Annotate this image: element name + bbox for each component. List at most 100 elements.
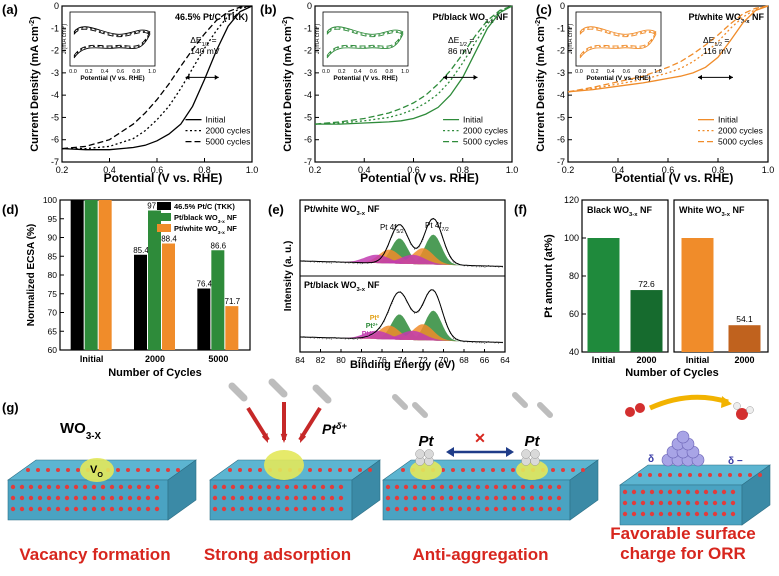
oxygen-atom [154, 484, 160, 490]
text-span: O [97, 471, 103, 479]
y-tick-label: -3 [304, 68, 312, 78]
oxygen-atom [136, 468, 140, 472]
legend-label: 5000 cycles [206, 137, 251, 147]
text-span: Current Density (mA cm [535, 26, 547, 152]
oxygen-atom [73, 495, 79, 501]
panel-letter: (c) [536, 2, 552, 17]
legend-label: 5000 cycles [463, 137, 508, 147]
legend-label: 46.5% Pt/C (TKK) [174, 202, 235, 211]
xps-component-peak [341, 234, 475, 266]
oxygen-atom [721, 489, 727, 495]
oxygen-atom [622, 489, 628, 495]
peak-label: Pt 4f5/2 [380, 223, 404, 235]
y-tick-label: 75 [48, 289, 58, 299]
text-span: ) [568, 24, 574, 26]
x-tick-label: 5000 [208, 354, 228, 364]
x-tick-label: 64 [500, 355, 510, 365]
text-span: ) [62, 24, 68, 26]
bar [134, 254, 147, 350]
x-tick-label: 72 [418, 355, 428, 365]
y-tick-label: 0 [560, 1, 565, 11]
oxygen-atom [64, 506, 70, 512]
oxygen-atom [529, 484, 535, 490]
oxygen-atom [46, 484, 52, 490]
inset-x-tick-label: 0.2 [338, 69, 346, 75]
y-tick-label: 95 [48, 214, 58, 224]
text-span: 3-x [357, 287, 366, 293]
oxygen-atom [293, 484, 299, 490]
oxygen-atom [230, 484, 236, 490]
oxygen-atom [430, 495, 436, 501]
panel-c: 0.2 0.4 0.6 0.8 1.00-1-2-3-4-5-6-7(c)Potenti… [534, 1, 774, 185]
oxygen-atom [136, 506, 142, 512]
bar [728, 325, 761, 352]
text-span: J (mA cm [568, 29, 574, 54]
wo3x-label: WO3-X [60, 420, 101, 442]
oxygen-atom [712, 511, 718, 517]
text-span: ΔE [190, 35, 202, 45]
panel-letter: (e) [268, 202, 284, 217]
inset-cv-line [73, 28, 151, 38]
label-strong-adsorption: Strong adsorption [203, 545, 352, 564]
oxygen-atom [248, 506, 254, 512]
text-span: ) [282, 16, 294, 20]
text-span: 1/2 [202, 42, 210, 48]
oxygen-atom [401, 468, 405, 472]
x-tick-label: 80 [336, 355, 346, 365]
y-tick-label: -2 [557, 46, 565, 56]
oxygen-atom [239, 484, 245, 490]
oxygen-atom [311, 484, 317, 490]
oxygen-atom [358, 468, 362, 472]
oxygen-atom [212, 506, 218, 512]
vacancy-label: VO [90, 464, 103, 479]
oxygen-atom [448, 495, 454, 501]
oxygen-atom [678, 473, 682, 477]
x-tick-label: Initial [592, 355, 616, 365]
water-hydrogen [746, 406, 754, 414]
oxygen-atom [338, 506, 344, 512]
oxygen-atom [538, 495, 544, 501]
legend-swatch [157, 202, 171, 210]
y-tick-label: -1 [51, 23, 59, 33]
oxygen-atom [631, 500, 637, 506]
y-tick-label: 120 [564, 195, 579, 205]
adsorption-arrowhead [280, 433, 288, 443]
text-span: ) [315, 24, 321, 26]
text-span: ) [535, 16, 547, 20]
oxygen-atom [703, 511, 709, 517]
oxygen-atom [266, 495, 272, 501]
pt-atom [415, 449, 425, 459]
oxygen-atom [239, 495, 245, 501]
y-tick-label: 85 [48, 251, 58, 261]
oxygen-atom [82, 495, 88, 501]
legend-label: Initial [463, 115, 483, 125]
text-span: 46.5% Pt/C (TKK) [175, 12, 248, 22]
text-span: = [467, 35, 474, 45]
delta-e-arrowhead [729, 74, 733, 80]
oxygen-atom [501, 468, 505, 472]
x-tick-label: 0.4 [612, 165, 625, 175]
delta-e-label: ΔE1/2 = [190, 35, 216, 48]
legend-label: 5000 cycles [718, 137, 763, 147]
text-span: 3-x [629, 212, 638, 218]
y-tick-label: 0 [54, 1, 59, 11]
text-span: -2 [28, 20, 36, 26]
x-tick-label: 76 [377, 355, 387, 365]
oxygen-atom [73, 506, 79, 512]
oxygen-atom [127, 484, 133, 490]
oxygen-atom [658, 489, 664, 495]
oxygen-atom [126, 468, 130, 472]
oxygen-atom [228, 468, 232, 472]
text-span: 5/2 [396, 229, 403, 235]
oxygen-atom [46, 468, 50, 472]
oxygen-atom [538, 484, 544, 490]
oxygen-atom [308, 468, 312, 472]
text-span: 3-x [741, 19, 750, 25]
oxygen-atom [475, 506, 481, 512]
text-span: 1/2 [459, 42, 467, 48]
legend-label: Pt/white WO3-x NF [174, 224, 237, 236]
inset-cv-line [326, 26, 404, 35]
plot-frame [673, 199, 769, 353]
oxygen-atom [667, 500, 673, 506]
